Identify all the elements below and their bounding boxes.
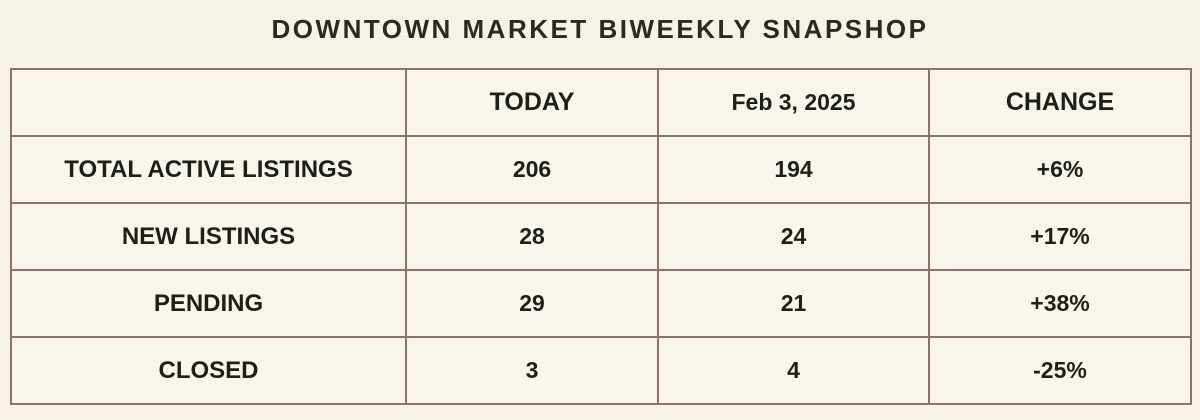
page-title: DOWNTOWN MARKET BIWEEKLY SNAPSHOP: [271, 14, 929, 44]
row-label: NEW LISTINGS: [10, 202, 407, 271]
header-row: TODAY Feb 3, 2025 CHANGE: [10, 68, 1192, 137]
table-row: TOTAL ACTIVE LISTINGS 206 194 +6%: [10, 135, 1192, 204]
value-change: +6%: [928, 135, 1192, 204]
row-label: PENDING: [10, 269, 407, 338]
column-header-change: CHANGE: [928, 68, 1192, 137]
value-today: 206: [405, 135, 659, 204]
snapshot-table: TODAY Feb 3, 2025 CHANGE TOTAL ACTIVE LI…: [10, 68, 1192, 405]
row-label: CLOSED: [10, 336, 407, 405]
corner-cell: [10, 68, 407, 137]
value-today: 29: [405, 269, 659, 338]
value-today: 28: [405, 202, 659, 271]
column-header-today: TODAY: [405, 68, 659, 137]
table-row: NEW LISTINGS 28 24 +17%: [10, 202, 1192, 271]
column-header-date: Feb 3, 2025: [657, 68, 930, 137]
value-previous: 21: [657, 269, 930, 338]
table-row: CLOSED 3 4 -25%: [10, 336, 1192, 405]
value-previous: 4: [657, 336, 930, 405]
value-change: -25%: [928, 336, 1192, 405]
row-label: TOTAL ACTIVE LISTINGS: [10, 135, 407, 204]
value-previous: 194: [657, 135, 930, 204]
value-previous: 24: [657, 202, 930, 271]
value-change: +17%: [928, 202, 1192, 271]
value-change: +38%: [928, 269, 1192, 338]
value-today: 3: [405, 336, 659, 405]
table-row: PENDING 29 21 +38%: [10, 269, 1192, 338]
